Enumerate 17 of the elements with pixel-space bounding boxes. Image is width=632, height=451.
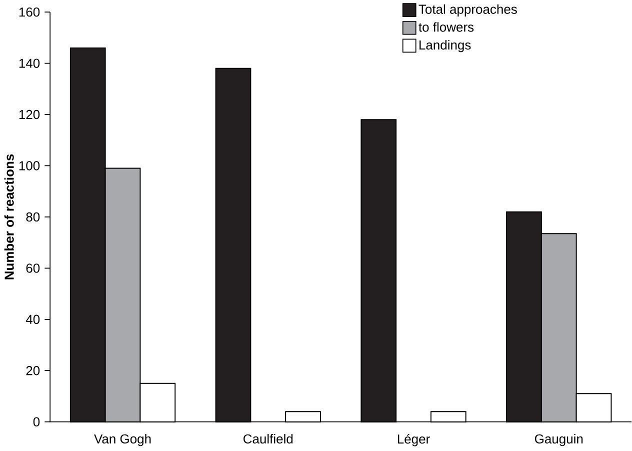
x-tick-label: Léger: [398, 434, 430, 446]
y-axis-title: Number of reactions: [4, 154, 14, 280]
x-tick-label: Van Gogh: [94, 434, 151, 446]
y-tick-label: 20: [26, 366, 40, 376]
x-tick-label: Caulfield: [244, 434, 293, 444]
legend-label: to flowers: [418, 22, 474, 32]
y-tick-label: 120: [19, 110, 40, 120]
x-tick-label: Gauguin: [534, 434, 583, 446]
y-tick-label: 100: [19, 161, 40, 171]
legend-label: Total approaches: [418, 4, 517, 17]
legend-label: Landings: [420, 40, 471, 52]
y-tick-label: 140: [19, 58, 40, 68]
y-tick-label: 80: [26, 212, 40, 222]
y-tick-label: 160: [19, 8, 40, 17]
y-tick-label: 60: [26, 264, 40, 273]
y-tick-label: 40: [26, 315, 40, 324]
y-tick-label: 0: [33, 417, 40, 427]
